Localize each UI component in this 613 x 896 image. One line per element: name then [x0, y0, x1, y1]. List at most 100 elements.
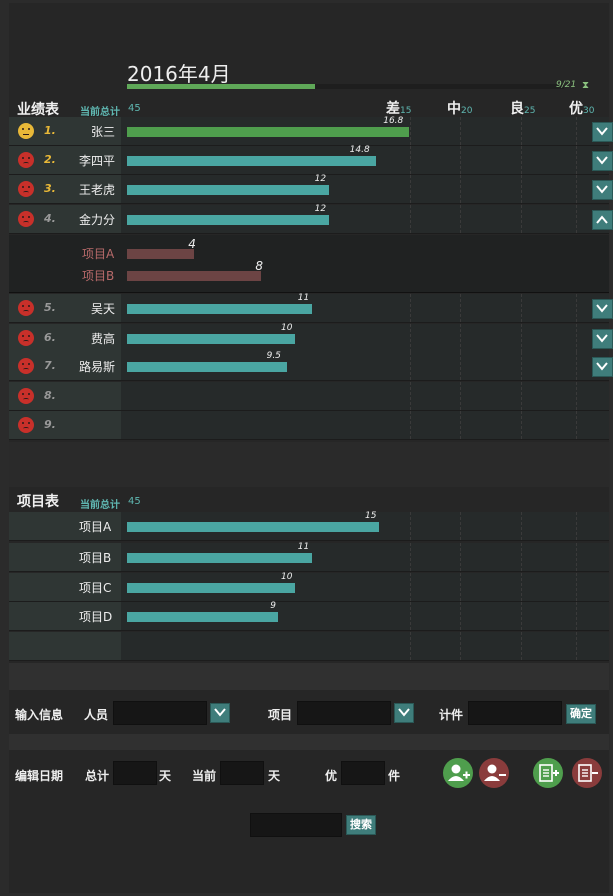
person-dropdown-button[interactable] — [210, 703, 230, 723]
face-eye — [28, 422, 30, 424]
grade-gridline — [576, 324, 577, 352]
expand-button[interactable] — [592, 329, 613, 349]
face-eye — [28, 305, 30, 307]
add-user-button[interactable] — [443, 758, 473, 788]
detail-value-label: 8 — [255, 259, 264, 273]
divider-band — [9, 663, 609, 690]
sad-face-icon — [18, 300, 34, 316]
collapse-button[interactable] — [592, 210, 613, 230]
grade-gridline — [576, 512, 577, 540]
row-value-label: 15 — [365, 511, 377, 521]
chevron-down-icon — [596, 362, 608, 371]
performance-row: 1. 张三 16.8 — [9, 116, 613, 146]
grade-gridline — [576, 411, 577, 439]
grade-gridline — [460, 573, 461, 601]
input-form-title: 输入信息 — [15, 708, 64, 722]
current-days-label: 当前 — [192, 769, 217, 783]
grade-gridline — [460, 205, 461, 233]
grade-gridline — [410, 573, 411, 601]
divider-band-2 — [9, 734, 609, 750]
row-rank: 5. — [44, 301, 56, 314]
person-label: 人员 — [84, 708, 109, 722]
row-name: 张三 — [91, 125, 116, 139]
expand-button[interactable] — [592, 151, 613, 171]
face-eye — [28, 335, 30, 337]
grade-excellent: 优30 — [569, 101, 595, 117]
search-button[interactable]: 搜索 — [346, 815, 376, 835]
grade-gridline — [521, 205, 522, 233]
project-row: 项目C 10 — [9, 572, 609, 602]
search-input[interactable] — [250, 813, 342, 837]
remove-user-button[interactable] — [479, 758, 509, 788]
add-project-button[interactable] — [533, 758, 563, 788]
grade-gridline — [460, 632, 461, 660]
total-days-input[interactable] — [113, 761, 157, 785]
grade-gridline — [521, 175, 522, 203]
grade-gridline — [410, 205, 411, 233]
remove-document-icon — [578, 764, 598, 782]
row-name: 费高 — [91, 332, 116, 346]
face-eye — [22, 128, 24, 130]
row-rank: 1. — [44, 124, 56, 137]
sad-face-icon — [18, 358, 34, 374]
confirm-button[interactable]: 确定 — [566, 704, 596, 724]
grade-gridline — [410, 117, 411, 145]
grade-gridline — [521, 411, 522, 439]
expand-button[interactable] — [592, 357, 613, 377]
face-eye — [22, 335, 24, 337]
face-eye — [28, 157, 30, 159]
chevron-up-icon — [596, 215, 608, 224]
grade-gridline — [460, 352, 461, 380]
detail-bar — [127, 249, 195, 259]
projects-total-label: 当前总计 — [80, 500, 120, 511]
performance-total-label: 当前总计 — [80, 107, 120, 118]
excellent-unit: 件 — [388, 769, 401, 783]
grade-gridline — [576, 294, 577, 322]
expanded-detail-panel: 项目A 4 项目B 8 — [9, 235, 609, 293]
remove-project-button[interactable] — [572, 758, 602, 788]
row-bar — [127, 185, 329, 195]
grade-gridline — [460, 382, 461, 410]
row-value-label: 10 — [281, 323, 293, 333]
face-mouth — [23, 340, 29, 343]
grade-gridline — [521, 324, 522, 352]
grade-gridline — [521, 146, 522, 174]
face-eye — [22, 216, 24, 218]
expand-button[interactable] — [592, 180, 613, 200]
grade-gridline — [410, 146, 411, 174]
grade-gridline — [521, 294, 522, 322]
current-days-input[interactable] — [220, 761, 264, 785]
sad-face-icon — [18, 152, 34, 168]
current-days-unit: 天 — [268, 769, 281, 783]
excellent-input[interactable] — [341, 761, 385, 785]
face-mouth — [23, 191, 29, 194]
row-bar — [127, 215, 329, 225]
project-dropdown-button[interactable] — [394, 703, 414, 723]
performance-row: 2. 李四平 14.8 — [9, 145, 613, 175]
grade-gridline — [460, 175, 461, 203]
row-name: 项目B — [79, 551, 112, 565]
person-select[interactable] — [113, 701, 207, 725]
row-plot — [121, 382, 609, 410]
count-input[interactable] — [468, 701, 562, 725]
project-row: 项目B 11 — [9, 542, 609, 572]
row-rank: 4. — [44, 212, 56, 225]
row-bar — [127, 156, 376, 166]
month-title: 2016年4月 — [127, 62, 231, 86]
grade-gridline — [576, 352, 577, 380]
grade-gridline — [576, 117, 577, 145]
row-name-cell — [9, 602, 121, 630]
grade-gridline — [410, 543, 411, 571]
detail-project-name: 项目A — [82, 247, 115, 261]
project-row: 项目D 9 — [9, 601, 609, 631]
row-name: 王老虎 — [79, 183, 116, 197]
face-eye — [28, 393, 30, 395]
projects-title: 项目表 — [17, 494, 59, 510]
face-eye — [28, 363, 30, 365]
total-days-unit: 天 — [159, 769, 172, 783]
performance-row: 3. 王老虎 12 — [9, 174, 613, 204]
face-eye — [22, 422, 24, 424]
expand-button[interactable] — [592, 299, 613, 319]
project-select[interactable] — [297, 701, 391, 725]
expand-button[interactable] — [592, 122, 613, 142]
